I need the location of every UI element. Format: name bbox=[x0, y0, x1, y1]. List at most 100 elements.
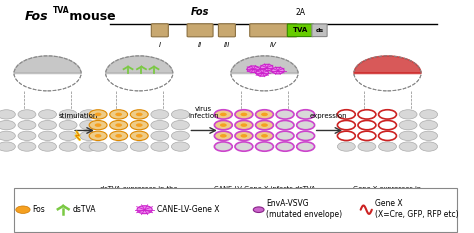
Circle shape bbox=[38, 120, 56, 130]
Text: expression: expression bbox=[310, 113, 347, 119]
Circle shape bbox=[337, 120, 356, 130]
Circle shape bbox=[419, 142, 438, 151]
Circle shape bbox=[253, 207, 264, 212]
Circle shape bbox=[18, 120, 36, 130]
Text: III: III bbox=[224, 42, 230, 48]
Circle shape bbox=[18, 110, 36, 119]
Circle shape bbox=[136, 113, 143, 116]
Circle shape bbox=[130, 120, 148, 130]
Circle shape bbox=[18, 142, 36, 151]
Circle shape bbox=[59, 120, 77, 130]
Circle shape bbox=[261, 113, 268, 116]
Circle shape bbox=[358, 142, 376, 151]
Circle shape bbox=[220, 134, 227, 138]
Circle shape bbox=[16, 206, 30, 213]
Circle shape bbox=[214, 142, 232, 151]
Circle shape bbox=[419, 131, 438, 140]
Circle shape bbox=[337, 142, 356, 151]
Text: Fos: Fos bbox=[25, 10, 49, 23]
Text: CANE-LV-Gene X infects dsTVA
expressing activated neurons: CANE-LV-Gene X infects dsTVA expressing … bbox=[214, 186, 315, 199]
Text: TVA: TVA bbox=[53, 6, 70, 15]
Text: EnvA-VSVG: EnvA-VSVG bbox=[266, 199, 309, 208]
Text: IV: IV bbox=[270, 42, 277, 48]
Circle shape bbox=[337, 110, 356, 119]
Circle shape bbox=[247, 66, 260, 72]
Circle shape bbox=[220, 123, 227, 127]
Circle shape bbox=[172, 142, 189, 151]
Circle shape bbox=[399, 131, 417, 140]
Circle shape bbox=[80, 131, 98, 140]
Circle shape bbox=[80, 120, 98, 130]
Circle shape bbox=[379, 131, 396, 140]
Circle shape bbox=[261, 123, 268, 127]
Circle shape bbox=[136, 134, 143, 138]
Circle shape bbox=[172, 110, 189, 119]
FancyBboxPatch shape bbox=[14, 188, 457, 232]
Text: stimulation: stimulation bbox=[58, 113, 98, 119]
Circle shape bbox=[59, 142, 77, 151]
Circle shape bbox=[240, 113, 247, 116]
Circle shape bbox=[358, 131, 376, 140]
Circle shape bbox=[95, 134, 101, 138]
Circle shape bbox=[276, 120, 294, 130]
Circle shape bbox=[14, 56, 81, 91]
Circle shape bbox=[297, 110, 315, 119]
Circle shape bbox=[89, 110, 107, 119]
Circle shape bbox=[38, 110, 56, 119]
Circle shape bbox=[354, 56, 421, 91]
Circle shape bbox=[109, 142, 128, 151]
Text: mouse: mouse bbox=[64, 10, 115, 23]
Text: Fos: Fos bbox=[191, 7, 209, 17]
Circle shape bbox=[337, 131, 356, 140]
Circle shape bbox=[255, 120, 273, 130]
Circle shape bbox=[261, 134, 268, 138]
Text: (mutated envelope): (mutated envelope) bbox=[266, 210, 342, 219]
Polygon shape bbox=[106, 56, 173, 73]
Circle shape bbox=[172, 120, 189, 130]
Text: Fos: Fos bbox=[32, 205, 45, 214]
Circle shape bbox=[151, 110, 169, 119]
Circle shape bbox=[136, 123, 143, 127]
Circle shape bbox=[172, 131, 189, 140]
Circle shape bbox=[130, 131, 148, 140]
Circle shape bbox=[0, 131, 15, 140]
Circle shape bbox=[214, 110, 232, 119]
Circle shape bbox=[276, 142, 294, 151]
Circle shape bbox=[89, 131, 107, 140]
Circle shape bbox=[235, 110, 253, 119]
Circle shape bbox=[151, 131, 169, 140]
FancyBboxPatch shape bbox=[151, 24, 168, 37]
FancyBboxPatch shape bbox=[187, 24, 213, 37]
Circle shape bbox=[276, 131, 294, 140]
Circle shape bbox=[399, 142, 417, 151]
Circle shape bbox=[0, 120, 15, 130]
Circle shape bbox=[0, 142, 15, 151]
Text: II: II bbox=[198, 42, 202, 48]
Circle shape bbox=[399, 110, 417, 119]
Circle shape bbox=[256, 70, 268, 76]
Polygon shape bbox=[354, 56, 421, 73]
Circle shape bbox=[276, 110, 294, 119]
Circle shape bbox=[18, 131, 36, 140]
Circle shape bbox=[214, 120, 232, 130]
Circle shape bbox=[297, 131, 315, 140]
Circle shape bbox=[95, 123, 101, 127]
Text: dsTVA: dsTVA bbox=[72, 205, 96, 214]
FancyBboxPatch shape bbox=[312, 24, 327, 37]
Text: Gene X expresses in
the activated neurons: Gene X expresses in the activated neuron… bbox=[351, 186, 424, 199]
FancyBboxPatch shape bbox=[287, 24, 314, 37]
Circle shape bbox=[399, 120, 417, 130]
Circle shape bbox=[297, 120, 315, 130]
Circle shape bbox=[214, 131, 232, 140]
FancyBboxPatch shape bbox=[250, 24, 297, 37]
Circle shape bbox=[358, 120, 376, 130]
Circle shape bbox=[379, 142, 396, 151]
Text: Gene X: Gene X bbox=[375, 199, 403, 208]
Circle shape bbox=[235, 142, 253, 151]
Text: dsTVA expresses in the
Fos expressing neurons: dsTVA expresses in the Fos expressing ne… bbox=[100, 186, 179, 199]
Circle shape bbox=[59, 131, 77, 140]
Circle shape bbox=[109, 110, 128, 119]
Circle shape bbox=[235, 120, 253, 130]
Circle shape bbox=[235, 131, 253, 140]
Circle shape bbox=[0, 110, 15, 119]
